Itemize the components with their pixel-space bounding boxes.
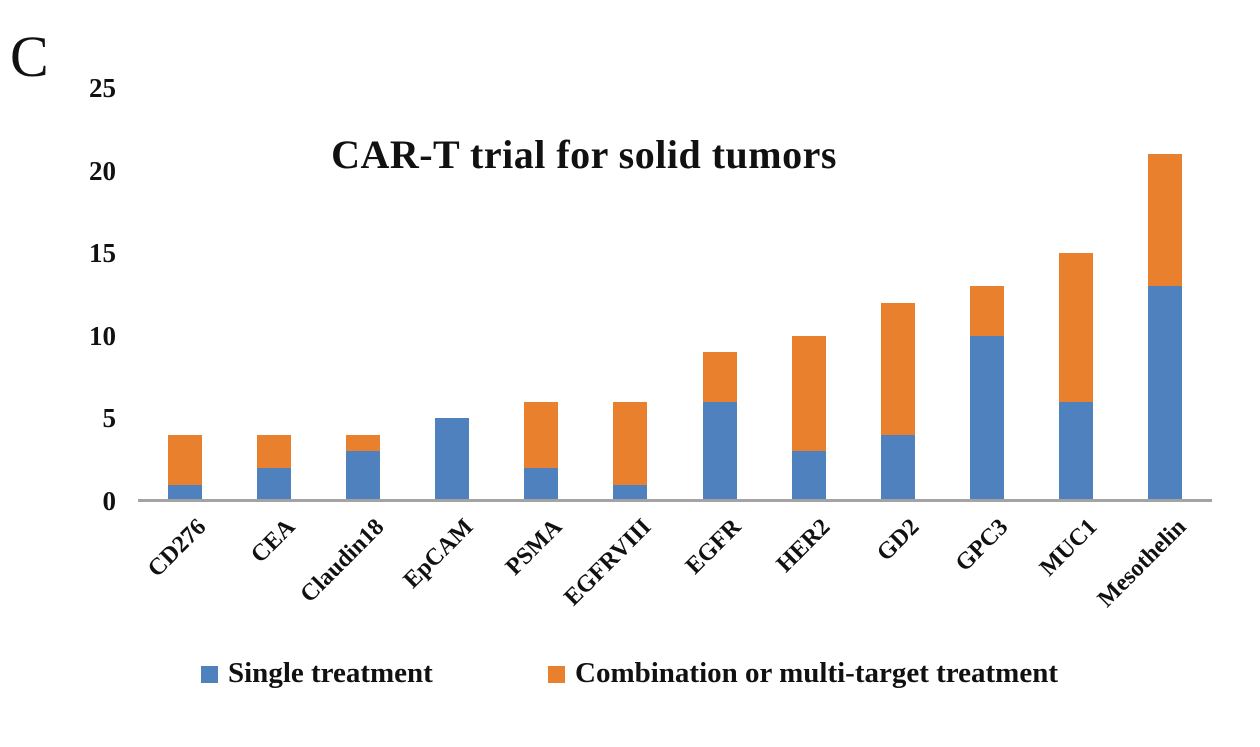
x-label-gpc3: GPC3 (950, 514, 1014, 577)
bar-mesothelin (1148, 154, 1183, 501)
bar-her2 (791, 335, 826, 501)
single-treatment-swatch-icon (201, 665, 218, 683)
y-tick-label-25: 25 (89, 73, 116, 103)
bar-segment-egfr-combination (702, 352, 737, 402)
bar-segment-egfrviii-single (613, 484, 648, 501)
legend-item-single-treatment: Single treatment (201, 655, 433, 691)
bar-segment-her2-combination (791, 335, 826, 452)
x-label-egfr: EGFR (680, 514, 746, 580)
bar-segment-psma-combination (524, 401, 559, 468)
bar-segment-mesothelin-combination (1148, 154, 1183, 287)
y-tick-label-20: 20 (89, 155, 116, 186)
x-label-mesothelin: Mesothelin (1093, 514, 1192, 613)
y-tick-label-5: 5 (102, 403, 117, 434)
bar-segment-epcam-single (435, 418, 470, 501)
y-axis: 0 5 10 15 20 25 (0, 0, 116, 747)
x-axis-line (138, 499, 1212, 502)
legend: Single treatment Combination or multi-ta… (0, 655, 1260, 695)
x-label-egfrviii: EGFRVIII (559, 514, 657, 612)
bar-segment-claudin18-combination (345, 434, 380, 452)
bar-segment-gd2-combination (880, 302, 915, 435)
legend-label-combination-treatment: Combination or multi-target treatment (575, 656, 1058, 689)
bar-segment-muc1-single (1059, 401, 1094, 501)
x-label-cea: CEA (245, 514, 301, 569)
panel-label: C (10, 24, 49, 89)
x-label-claudin18: Claudin18 (295, 514, 390, 608)
bar-cd276 (167, 434, 202, 501)
bar-epcam (435, 418, 470, 501)
y-tick-label-10: 10 (89, 320, 116, 351)
bar-muc1 (1059, 253, 1094, 501)
x-label-her2: HER2 (771, 514, 836, 578)
x-label-epcam: EpCAM (398, 514, 479, 594)
bar-cea (256, 435, 291, 501)
y-tick-label-0: 0 (102, 486, 117, 516)
legend-label-single-treatment: Single treatment (228, 656, 433, 689)
x-label-psma: PSMA (501, 514, 568, 581)
bar-segment-mesothelin-single (1148, 286, 1183, 501)
bar-claudin18 (345, 434, 380, 501)
bar-segment-cd276-combination (167, 434, 202, 485)
bar-segment-gd2-single (880, 434, 915, 501)
y-tick-label-15: 15 (89, 238, 116, 269)
bar-segment-gpc3-combination (970, 286, 1005, 336)
bar-segment-egfr-single (702, 401, 737, 501)
bar-segment-cea-combination (256, 435, 291, 468)
bar-segment-claudin18-single (345, 451, 380, 501)
bar-segment-her2-single (791, 451, 826, 501)
bar-psma (524, 401, 559, 501)
x-label-gd2: GD2 (871, 514, 925, 567)
plot-area (140, 88, 1210, 501)
chart-title: CAR-T trial for solid tumors (331, 132, 837, 177)
bar-segment-egfrviii-combination (613, 401, 648, 485)
bar-segment-psma-single (524, 468, 559, 501)
combination-treatment-swatch-icon (548, 665, 565, 683)
bar-segment-gpc3-single (970, 335, 1005, 501)
bar-egfrviii (613, 401, 648, 501)
bar-segment-cea-single (256, 468, 291, 501)
bar-segment-cd276-single (167, 484, 202, 501)
bar-gd2 (880, 302, 915, 501)
legend-item-combination-treatment: Combination or multi-target treatment (548, 655, 1058, 691)
bar-egfr (702, 352, 737, 501)
bar-segment-muc1-combination (1059, 253, 1094, 402)
x-label-muc1: MUC1 (1035, 514, 1103, 582)
bar-gpc3 (970, 286, 1005, 501)
